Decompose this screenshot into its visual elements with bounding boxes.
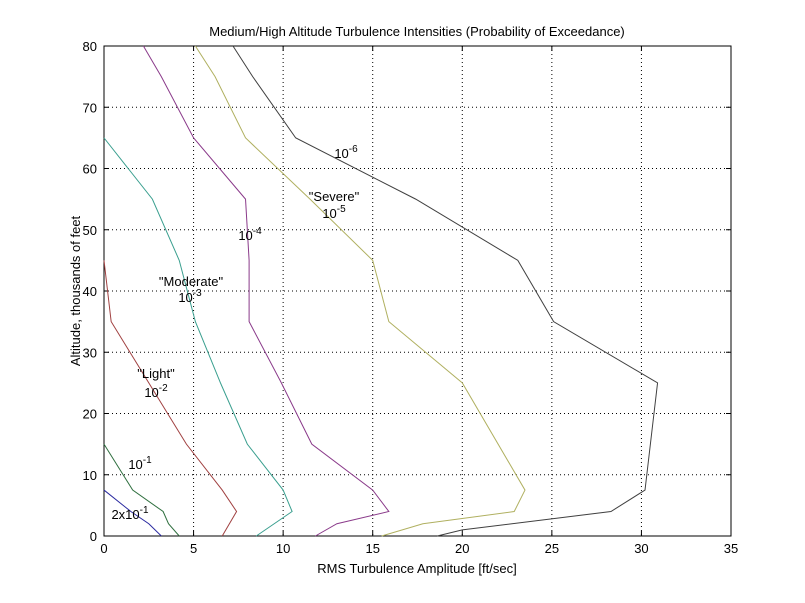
series-line-1 bbox=[103, 443, 180, 537]
severe-annotation: "Severe" bbox=[309, 189, 360, 204]
y-tick-label: 0 bbox=[90, 529, 97, 544]
contour-label: 10-6 bbox=[334, 144, 358, 161]
contour-labels: 10-6 10-5 10-4 10-3 10-2 10-1 2x10-1 "Severe" "M… bbox=[111, 144, 359, 522]
contour-label: 10-4 bbox=[238, 226, 262, 243]
x-tick-label: 30 bbox=[634, 541, 648, 556]
y-tick-label: 40 bbox=[83, 284, 97, 299]
contour-label: 10-1 bbox=[128, 455, 152, 472]
series-lines bbox=[103, 45, 659, 537]
series-line-2 bbox=[103, 260, 238, 537]
series-line-4 bbox=[142, 45, 390, 537]
contour-label: 10-2 bbox=[144, 383, 168, 400]
x-tick-label: 15 bbox=[365, 541, 379, 556]
x-tick-label: 5 bbox=[190, 541, 197, 556]
grid bbox=[104, 46, 731, 536]
contour-label: 10-5 bbox=[322, 204, 346, 221]
light-annotation: "Light" bbox=[137, 366, 175, 381]
ticks: 0 5 10 15 20 25 30 35 0 10 20 30 40 50 60 70 80 bbox=[83, 39, 739, 556]
x-tick-label: 20 bbox=[455, 541, 469, 556]
y-tick-label: 50 bbox=[83, 223, 97, 238]
x-tick-label: 35 bbox=[724, 541, 738, 556]
x-tick-label: 10 bbox=[276, 541, 290, 556]
y-tick-label: 30 bbox=[83, 345, 97, 360]
moderate-annotation: "Moderate" bbox=[159, 274, 224, 289]
x-tick-label: 0 bbox=[100, 541, 107, 556]
series-line-5 bbox=[194, 45, 526, 537]
x-tick-label: 25 bbox=[545, 541, 559, 556]
y-tick-label: 80 bbox=[83, 39, 97, 54]
y-tick-label: 60 bbox=[83, 162, 97, 177]
x-axis-label: RMS Turbulence Amplitude [ft/sec] bbox=[317, 561, 516, 576]
contour-label: 10-3 bbox=[178, 288, 202, 305]
series-line-0 bbox=[103, 489, 162, 537]
y-axis-label: Altitude, thousands of feet bbox=[68, 215, 83, 366]
series-line-6 bbox=[232, 45, 659, 537]
contour-label: 2x10-1 bbox=[111, 505, 149, 522]
y-tick-label: 10 bbox=[83, 468, 97, 483]
y-tick-label: 20 bbox=[83, 407, 97, 422]
y-tick-label: 70 bbox=[83, 100, 97, 115]
chart-title: Medium/High Altitude Turbulence Intensit… bbox=[209, 24, 625, 39]
series-line-3 bbox=[103, 137, 293, 537]
